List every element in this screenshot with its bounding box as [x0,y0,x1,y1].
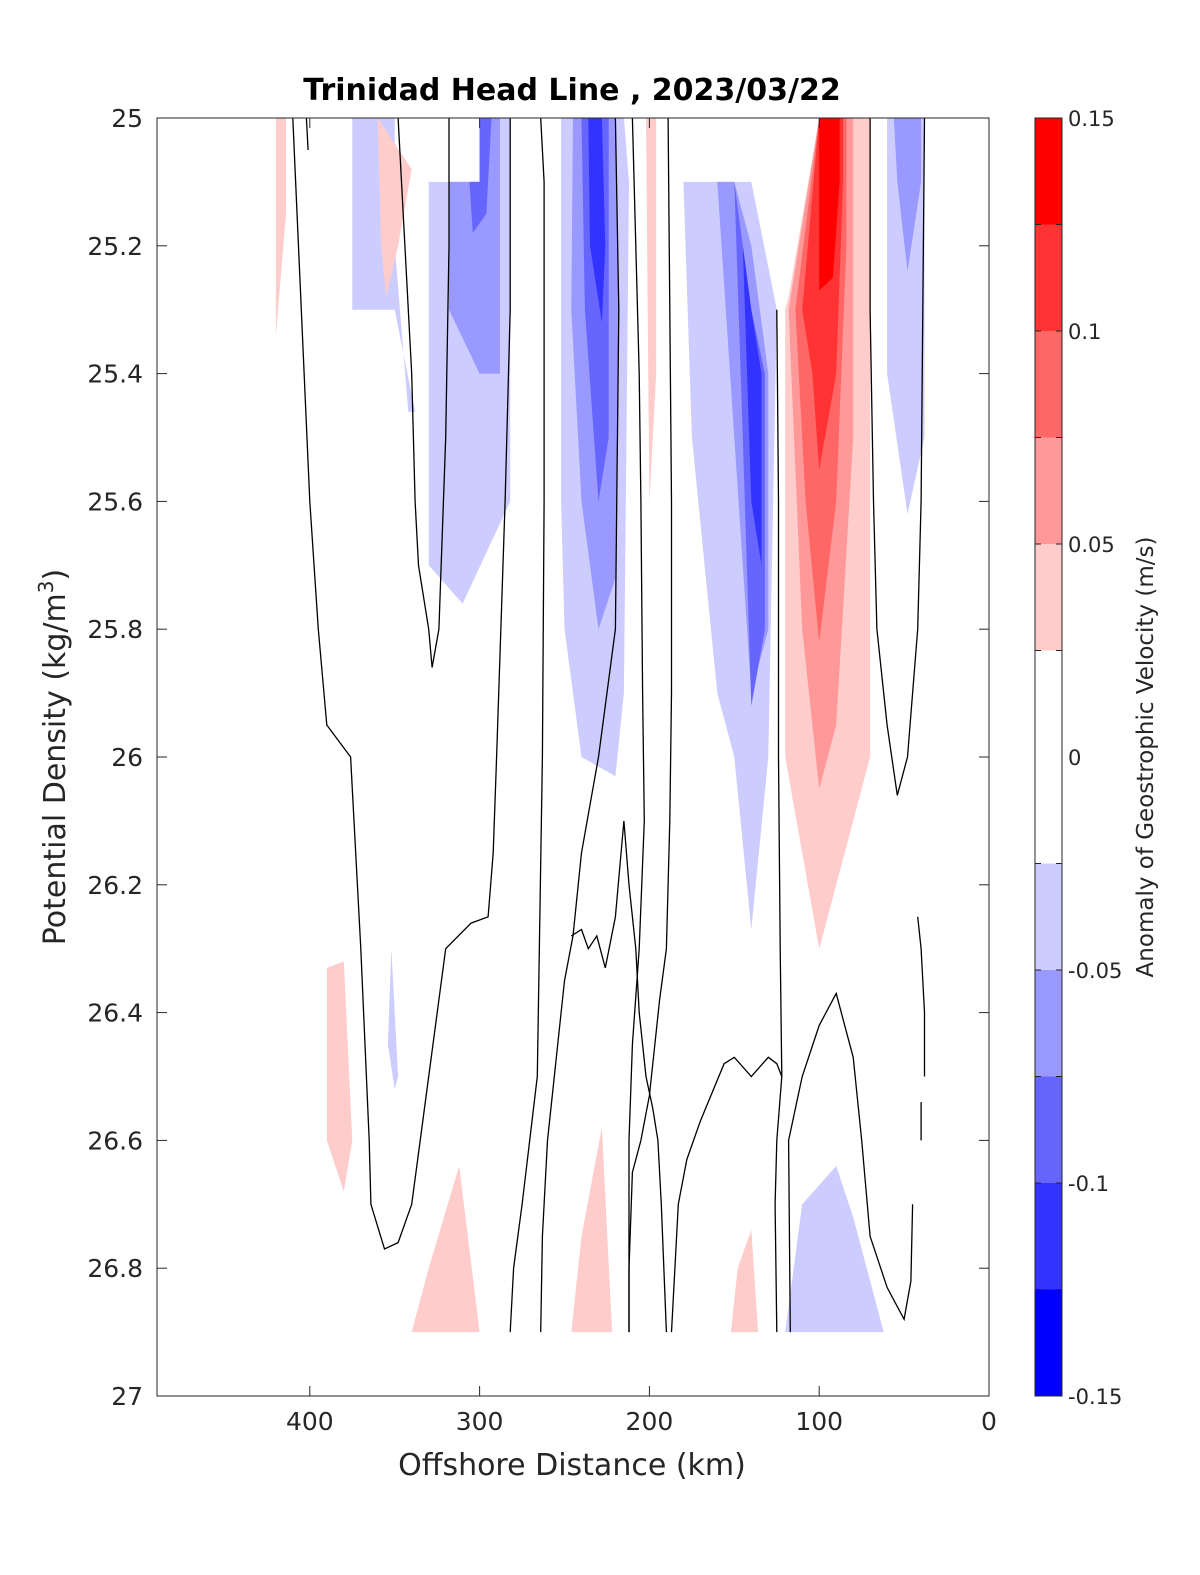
y-tick-label: 26.2 [87,871,143,900]
x-tick-label: 200 [626,1407,674,1436]
filled-region-22 [326,961,353,1192]
x-tick-label: 100 [795,1407,843,1436]
x-tick-label: 300 [456,1407,504,1436]
y-tick-label: 26.4 [87,999,143,1028]
colorbar-band-9 [1035,224,1062,331]
filled-region-10 [646,118,657,502]
y-tick-label: 25.2 [87,232,143,261]
zero-contour-7 [570,820,668,1333]
colorbar-tick-label: 0 [1068,746,1081,770]
filled-region-23 [387,948,399,1090]
y-axis-label-superscript: 3 [34,580,58,593]
y-axis-label-main: Potential Density (kg/m [38,593,73,945]
zero-contour-12 [917,916,926,1077]
filled-region-14 [742,245,762,566]
colorbar-band-5 [1035,650,1062,864]
colorbar-band-8 [1035,331,1062,438]
zero-contour-1 [292,118,511,1250]
colorbar-band-2 [1035,1076,1062,1183]
y-axis-label-end: ) [38,569,73,581]
x-axis-ticks: 400 300 200 100 0 [286,118,997,1436]
y-tick-label: 25.8 [87,615,143,644]
colorbar-tick-label: 0.15 [1068,107,1115,131]
y-tick-label: 25.6 [87,487,143,516]
zero-contour-0 [305,118,309,151]
filled-region-9 [588,118,606,323]
zero-contour-3 [509,118,545,1333]
colorbar-band-6 [1035,544,1062,651]
x-axis-label: Offshore Distance (km) [398,1448,746,1483]
filled-region-27 [785,1166,884,1333]
y-axis-label: Potential Density (kg/m3) [34,569,73,945]
filled-region-21 [893,118,922,272]
chart-title: Trinidad Head Line , 2023/03/22 [303,73,840,108]
colorbar-band-0 [1035,1289,1062,1396]
colorbar-band-3 [1035,970,1062,1077]
colorbar-band-7 [1035,437,1062,544]
zero-contour-10 [787,991,914,1333]
y-tick-label: 25.4 [87,360,143,389]
zero-contour-4 [540,118,620,1333]
colorbar-band-1 [1035,1183,1062,1290]
y-tick-label: 25 [111,104,143,133]
filled-region-5 [469,118,492,233]
y-tick-label: 26 [111,743,143,772]
y-axis-ticks: 25 25.2 25.4 25.6 25.8 26 26.2 26.4 26.6 26.8 27 [87,104,989,1411]
filled-region-26 [730,1229,759,1333]
filled-region-24 [411,1166,480,1333]
zero-contour-9 [774,1076,783,1333]
colorbar-band-4 [1035,863,1062,970]
filled-region-2 [377,118,412,297]
zero-contour-2 [397,118,450,668]
y-tick-label: 26.8 [87,1254,143,1283]
y-tick-label: 26.6 [87,1126,143,1155]
colorbar-ticks: 0.15 0.1 0.05 0 -0.05 -0.1 -0.15 [1035,107,1122,1409]
filled-region-0 [275,118,286,336]
filled-contour-layer [275,118,925,1333]
x-tick-label: 400 [286,1407,334,1436]
colorbar [1035,118,1062,1396]
zero-contour-layer [292,118,926,1333]
colorbar-frame [1034,117,1063,1397]
colorbar-tick-label: -0.1 [1068,1172,1109,1196]
filled-region-25 [571,1127,613,1333]
colorbar-tick-label: 0.1 [1068,320,1101,344]
colorbar-band-10 [1035,118,1062,225]
colorbar-tick-label: -0.15 [1068,1385,1122,1409]
colorbar-label: Anomaly of Geostrophic Velocity (m/s) [1133,537,1159,978]
zero-contour-8 [670,309,783,1333]
filled-region-19 [819,118,840,291]
zero-contour-5 [628,118,645,1333]
zero-contour-6 [628,118,673,1333]
zero-contour-11 [869,118,926,796]
colorbar-tick-label: -0.05 [1068,959,1122,983]
x-tick-label: 0 [981,1407,997,1436]
y-tick-label: 27 [111,1382,143,1411]
colorbar-tick-label: 0.05 [1068,533,1115,557]
